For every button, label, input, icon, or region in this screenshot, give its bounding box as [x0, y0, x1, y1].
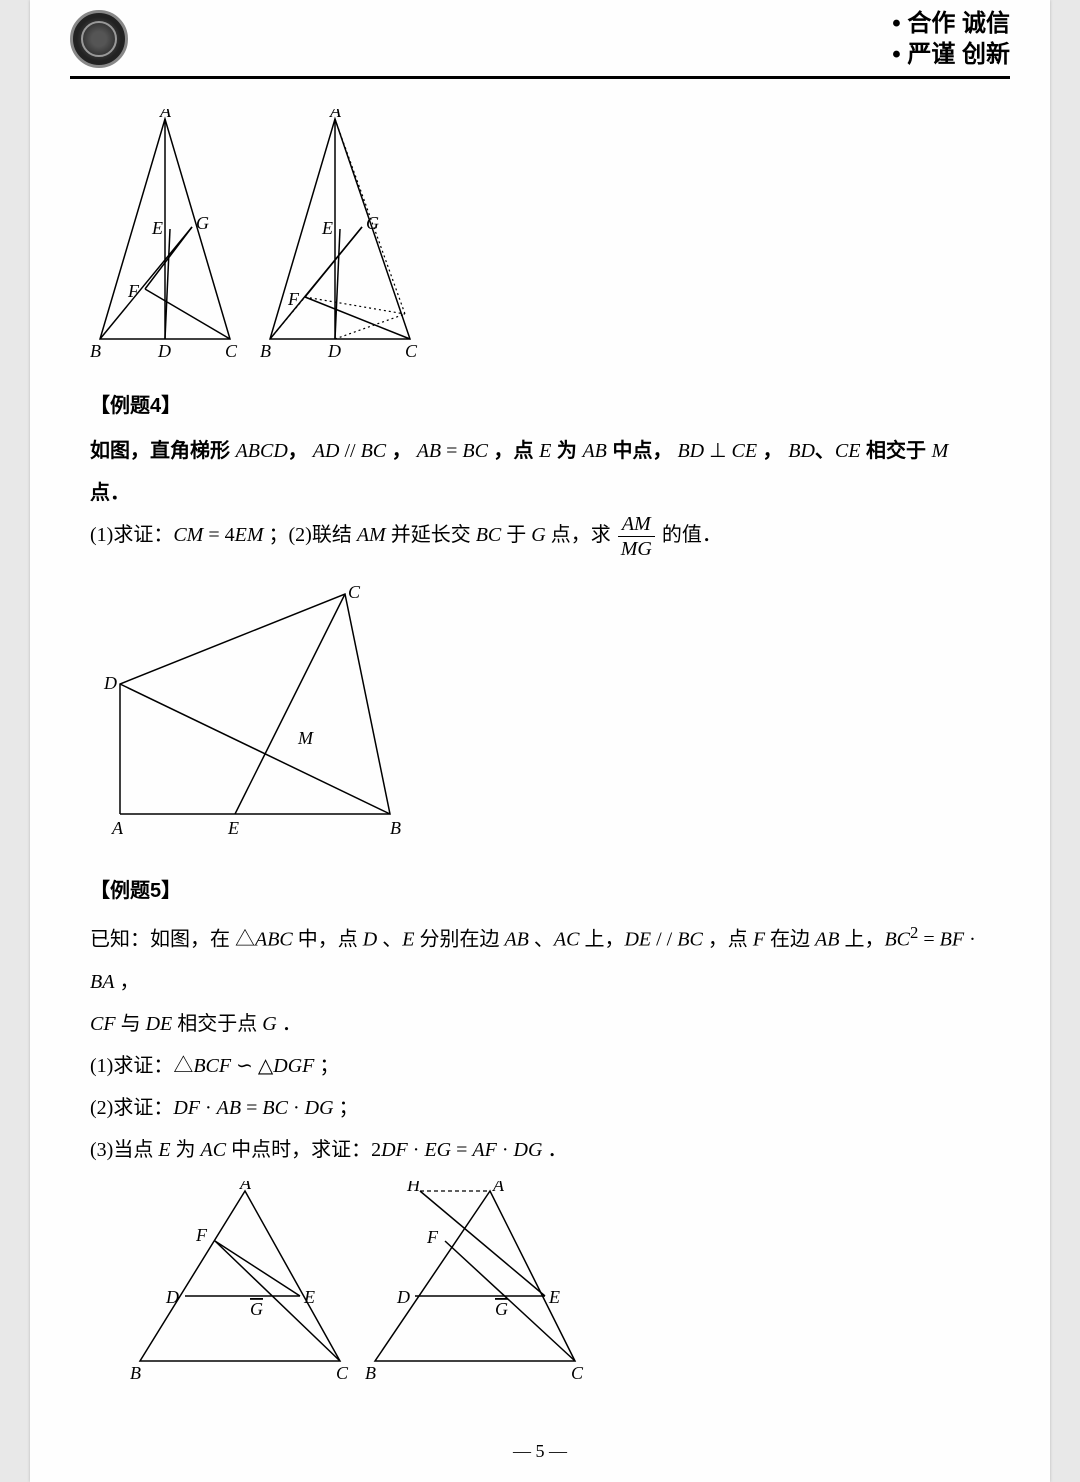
school-logo-icon	[70, 10, 128, 68]
page-header: 合作 诚信 严谨 创新	[70, 0, 1010, 79]
page-content: A B D C E G F	[70, 79, 1010, 1381]
svg-text:D: D	[396, 1287, 410, 1307]
svg-text:G: G	[196, 213, 209, 233]
page-number: — 5 —	[70, 1411, 1010, 1482]
diagram-pair-top: A B D C E G F	[90, 109, 990, 359]
school-motto: 合作 诚信 严谨 创新	[892, 8, 1010, 70]
svg-text:C: C	[348, 584, 361, 602]
svg-text:A: A	[492, 1181, 505, 1195]
triangle-pair-svg: A B D C E G F	[90, 109, 440, 359]
svg-text:B: B	[130, 1363, 141, 1381]
ex4-title: 【例题4】	[90, 389, 990, 418]
svg-text:G: G	[495, 1299, 508, 1319]
svg-text:A: A	[111, 818, 124, 838]
svg-text:C: C	[405, 341, 418, 359]
svg-text:D: D	[327, 341, 341, 359]
ex5-q1: (1)求证：△BCF ∽ △DGF ；	[90, 1045, 990, 1087]
svg-text:F: F	[287, 289, 300, 309]
svg-text:H: H	[406, 1181, 421, 1195]
svg-text:F: F	[127, 281, 140, 301]
svg-text:E: E	[548, 1287, 560, 1307]
ex5-diagram: A B C D E F G	[130, 1181, 990, 1381]
ex5-line1: 已知：如图，在 △ABC 中，点 D 、E 分别在边 AB 、AC 上，DE /…	[90, 915, 990, 1003]
svg-text:G: G	[250, 1299, 263, 1319]
svg-text:F: F	[426, 1227, 439, 1247]
page: 合作 诚信 严谨 创新 A B D C	[30, 0, 1050, 1482]
svg-text:B: B	[365, 1363, 376, 1381]
ex5-q3: (3)当点 E 为 AC 中点时，求证：2DF · EG = AF · DG ．	[90, 1129, 990, 1171]
svg-text:G: G	[366, 213, 379, 233]
svg-text:D: D	[157, 341, 171, 359]
motto-line-1: 合作 诚信	[892, 8, 1010, 39]
svg-text:C: C	[571, 1363, 584, 1381]
svg-text:E: E	[321, 218, 333, 238]
ex5-q2: (2)求证：DF · AB = BC · DG ；	[90, 1087, 990, 1129]
trapezoid-svg: A B E D C M	[90, 584, 430, 844]
svg-text:A: A	[329, 109, 342, 121]
svg-text:A: A	[159, 109, 172, 121]
svg-text:M: M	[297, 728, 314, 748]
ex4-statement-line1: 如图，直角梯形 ABCD， AD // BC ， AB = BC ，点 E 为 …	[90, 430, 990, 514]
motto-line-2: 严谨 创新	[892, 39, 1010, 70]
svg-text:D: D	[103, 673, 117, 693]
svg-text:A: A	[239, 1181, 252, 1193]
svg-text:F: F	[195, 1225, 208, 1245]
ex5-line1b: CF 与 DE 相交于点 G ．	[90, 1003, 990, 1045]
svg-text:B: B	[90, 341, 101, 359]
ex4-diagram: A B E D C M	[90, 584, 990, 844]
svg-text:C: C	[336, 1363, 349, 1381]
svg-text:D: D	[165, 1287, 179, 1307]
svg-text:E: E	[303, 1287, 315, 1307]
ex5-svg: A B C D E F G	[130, 1181, 610, 1381]
ex4-statement-line2: (1)求证：CM = 4EM ；(2)联结 AM 并延长交 BC 于 G 点，求…	[90, 514, 990, 559]
svg-text:E: E	[227, 818, 239, 838]
ex5-title: 【例题5】	[90, 874, 990, 903]
svg-text:E: E	[151, 218, 163, 238]
svg-text:C: C	[225, 341, 238, 359]
svg-text:B: B	[390, 818, 401, 838]
svg-text:B: B	[260, 341, 271, 359]
